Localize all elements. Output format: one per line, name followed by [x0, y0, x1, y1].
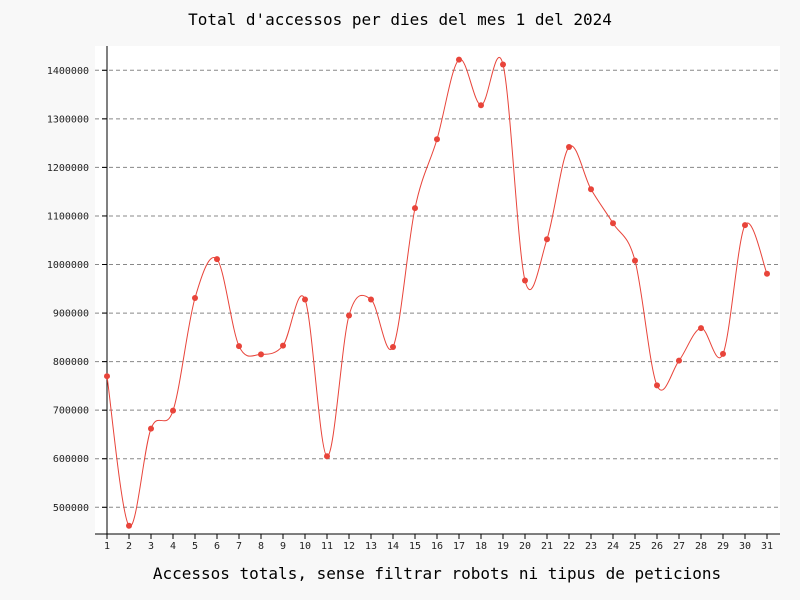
- x-tick-label: 3: [148, 541, 154, 552]
- data-point: [654, 382, 660, 389]
- data-point: [236, 343, 242, 350]
- data-point: [456, 56, 462, 63]
- data-point: [192, 295, 198, 302]
- data-point: [214, 256, 220, 263]
- data-point: [764, 270, 770, 277]
- y-tick-label: 800000: [53, 357, 89, 368]
- data-point: [698, 325, 704, 332]
- data-point: [632, 257, 638, 264]
- data-point: [324, 453, 330, 460]
- y-tick-label: 900000: [53, 309, 89, 320]
- data-point: [588, 186, 594, 193]
- data-point: [148, 425, 154, 432]
- data-point: [126, 522, 132, 529]
- y-axis-ticks: 500000 600000 700000 800000 900000 1000000 110…: [47, 66, 107, 514]
- x-tick-label: 15: [409, 541, 421, 552]
- x-tick-label: 6: [214, 541, 220, 552]
- data-point: [676, 357, 682, 364]
- x-tick-label: 29: [717, 541, 729, 552]
- x-tick-label: 30: [739, 541, 751, 552]
- x-tick-label: 2: [126, 541, 132, 552]
- x-tick-label: 26: [651, 541, 663, 552]
- x-axis-label: Accessos totals, sense filtrar robots ni…: [152, 564, 722, 583]
- x-tick-label: 24: [607, 541, 619, 552]
- x-tick-label: 31: [761, 541, 773, 552]
- x-tick-label: 11: [321, 541, 333, 552]
- data-point: [258, 351, 264, 358]
- x-tick-label: 13: [365, 541, 377, 552]
- data-point: [170, 407, 176, 414]
- x-tick-label: 14: [387, 541, 399, 552]
- gridlines: [95, 69, 780, 508]
- x-tick-label: 22: [563, 541, 575, 552]
- data-point: [280, 342, 286, 349]
- x-tick-label: 9: [280, 541, 286, 552]
- data-point: [346, 312, 352, 319]
- y-tick-label: 1400000: [47, 66, 89, 77]
- x-tick-label: 12: [343, 541, 355, 552]
- x-tick-label: 4: [170, 541, 176, 552]
- chart-title: Total d'accessos per dies del mes 1 del …: [188, 10, 612, 29]
- x-axis-ticks: 1 2 3 4 5 6 7 8 9 10 11 12 13 14 15 16 17 18 19 20 21 22 23 24 2…: [104, 534, 773, 552]
- y-tick-label: 500000: [53, 503, 89, 514]
- x-tick-label: 27: [673, 541, 685, 552]
- y-tick-label: 1300000: [47, 114, 89, 125]
- x-tick-label: 19: [497, 541, 509, 552]
- data-point: [368, 296, 374, 303]
- data-point: [434, 136, 440, 143]
- x-tick-label: 28: [695, 541, 707, 552]
- y-tick-label: 1000000: [47, 260, 89, 271]
- data-point: [500, 61, 506, 68]
- y-tick-label: 1100000: [47, 211, 89, 222]
- data-point: [104, 373, 110, 380]
- x-tick-label: 25: [629, 541, 641, 552]
- x-tick-label: 18: [475, 541, 487, 552]
- data-points: [104, 56, 770, 529]
- x-tick-label: 8: [258, 541, 264, 552]
- data-point: [720, 350, 726, 357]
- data-point: [522, 277, 528, 284]
- y-tick-label: 1200000: [47, 163, 89, 174]
- data-point: [544, 236, 550, 243]
- x-tick-label: 1: [104, 541, 110, 552]
- x-tick-label: 23: [585, 541, 597, 552]
- x-tick-label: 17: [453, 541, 465, 552]
- data-point: [302, 296, 308, 303]
- data-point: [390, 344, 396, 351]
- data-point: [412, 205, 418, 212]
- x-tick-label: 21: [541, 541, 553, 552]
- x-tick-label: 16: [431, 541, 443, 552]
- data-point: [742, 222, 748, 229]
- x-tick-label: 20: [519, 541, 531, 552]
- data-point: [566, 143, 572, 150]
- y-tick-label: 600000: [53, 454, 89, 465]
- data-point: [610, 220, 616, 227]
- y-tick-label: 700000: [53, 406, 89, 417]
- x-tick-label: 7: [236, 541, 242, 552]
- plot-area: [95, 46, 780, 534]
- x-tick-label: 10: [299, 541, 311, 552]
- x-tick-label: 5: [192, 541, 198, 552]
- data-point: [478, 102, 484, 109]
